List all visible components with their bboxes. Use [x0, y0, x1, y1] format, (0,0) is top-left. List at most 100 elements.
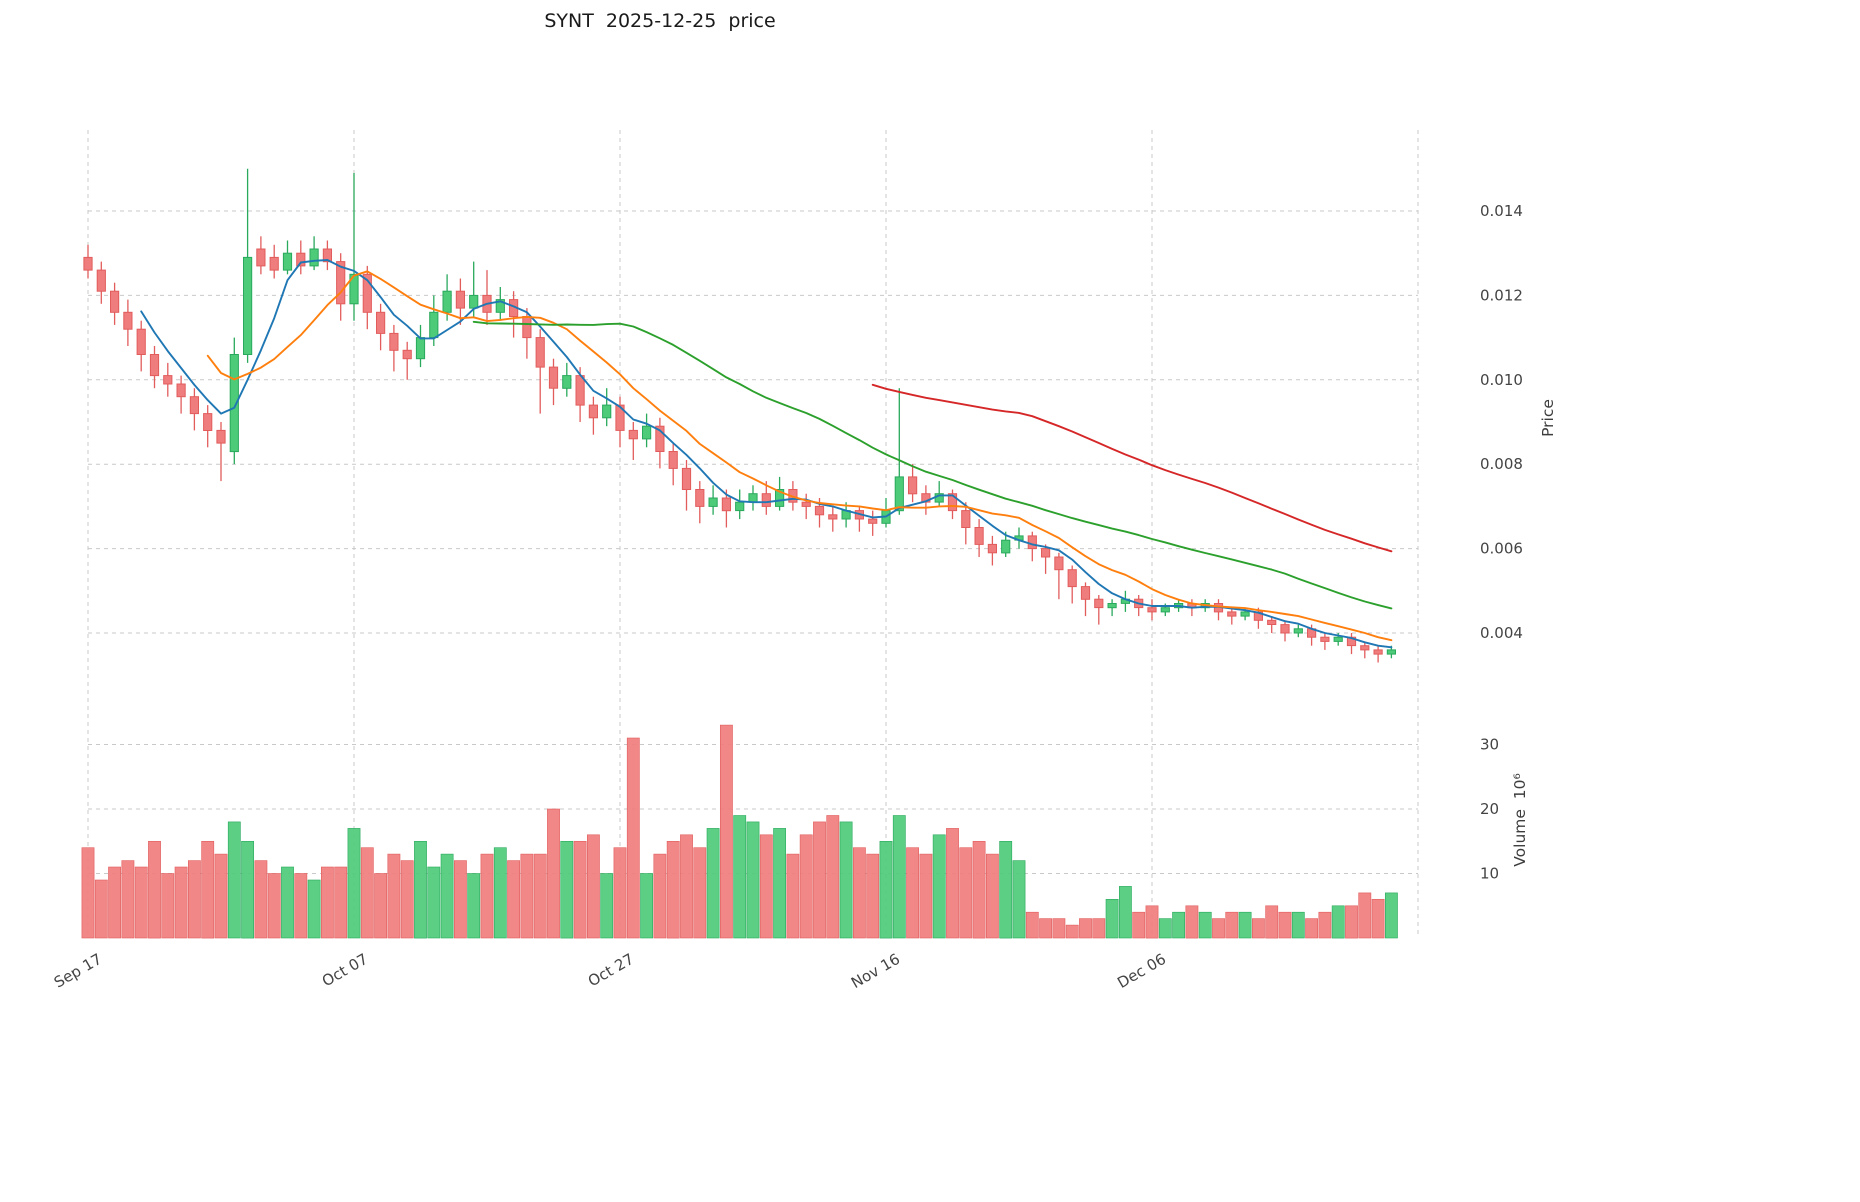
volume-bar [547, 808, 560, 939]
candle-body [748, 493, 758, 503]
candle [1213, 599, 1224, 621]
candle [1147, 599, 1157, 621]
moving-average-lines [140, 259, 1393, 649]
candle [189, 388, 200, 431]
candle [96, 261, 106, 304]
volume-bar [866, 853, 880, 939]
candle [881, 498, 891, 528]
candle [136, 320, 146, 372]
candle-body [442, 290, 452, 313]
volume-bar [1025, 911, 1039, 939]
candle-body [296, 252, 306, 267]
x-tick-label: Oct 07 [319, 950, 371, 990]
volume-bar [906, 847, 919, 939]
volume-bars [81, 724, 1398, 939]
candle [376, 303, 386, 351]
volume-bar [374, 873, 387, 939]
candle-body [628, 429, 638, 440]
candle [1080, 582, 1091, 617]
candle-body [322, 248, 332, 263]
candle [243, 168, 253, 363]
volume-bar [573, 840, 587, 939]
candle-body [1080, 586, 1091, 600]
candle-body [575, 375, 585, 406]
candle-body [642, 425, 652, 440]
volume-bar [719, 724, 733, 939]
volume-bar [1052, 918, 1066, 939]
candle-body [1386, 649, 1397, 655]
candle-body [123, 311, 133, 330]
volume-bar [759, 834, 773, 939]
candle-body [176, 383, 186, 398]
volume-bar [640, 873, 653, 939]
candle-body [309, 248, 319, 267]
candle [548, 358, 559, 406]
volume-bar [773, 828, 786, 939]
candle-body [828, 514, 838, 520]
candle [296, 240, 306, 275]
candle-body [96, 269, 106, 292]
candle-body [562, 375, 572, 389]
volume-bar [852, 847, 866, 939]
candle-body [814, 505, 825, 516]
volume-bar [946, 828, 959, 939]
volume-bar [1345, 905, 1358, 939]
candle-body [801, 501, 811, 507]
volume-bar [706, 828, 720, 939]
volume-bar [892, 815, 906, 939]
candle-body [668, 451, 678, 469]
volume-bar [1105, 898, 1119, 939]
candle [1134, 595, 1144, 617]
candle [1320, 633, 1330, 650]
candle-body [588, 404, 598, 419]
candle [748, 485, 758, 511]
volume-bar [440, 853, 454, 939]
candle [535, 329, 545, 414]
candle [974, 519, 984, 557]
candle [309, 236, 319, 271]
candle [708, 485, 718, 515]
candle-body [243, 256, 253, 355]
candle [402, 341, 412, 380]
volume-bar [1158, 918, 1172, 939]
candle [1014, 527, 1024, 549]
candle [947, 489, 958, 520]
volume-bar [161, 873, 175, 939]
volume-bar [134, 866, 148, 939]
candle-body [1147, 607, 1157, 613]
volume-bar [733, 815, 747, 939]
volume-bar [1278, 911, 1292, 939]
volume-bar [227, 821, 241, 939]
candle [695, 481, 705, 524]
candle [509, 291, 519, 338]
candle [256, 236, 266, 275]
volume-bar [520, 853, 534, 939]
volume-bar [294, 873, 308, 939]
volume-bar [94, 879, 108, 939]
volume-bar [1305, 918, 1318, 939]
candle-body [402, 349, 412, 360]
volume-bar [1371, 898, 1385, 939]
candle-body [1067, 569, 1077, 588]
volume-bar [932, 834, 946, 939]
candle [83, 244, 93, 279]
candle [828, 506, 838, 532]
ma-line-ma5 [140, 259, 1393, 649]
volume-bar [613, 847, 627, 939]
x-tick-label: Nov 16 [848, 950, 903, 992]
volume-bar [334, 866, 348, 939]
candle-body [1054, 556, 1064, 571]
candle [681, 460, 692, 511]
candle-body [163, 375, 173, 385]
volume-bar [746, 821, 760, 939]
candle-body [455, 290, 465, 309]
volume-tick-label: 10 [1480, 865, 1499, 883]
candle-body [522, 316, 532, 339]
volume-bar [839, 821, 853, 939]
candle [961, 502, 971, 545]
candle [908, 464, 918, 503]
candle [1373, 645, 1383, 663]
volume-bar [1318, 911, 1332, 939]
volume-bar [1012, 860, 1026, 939]
